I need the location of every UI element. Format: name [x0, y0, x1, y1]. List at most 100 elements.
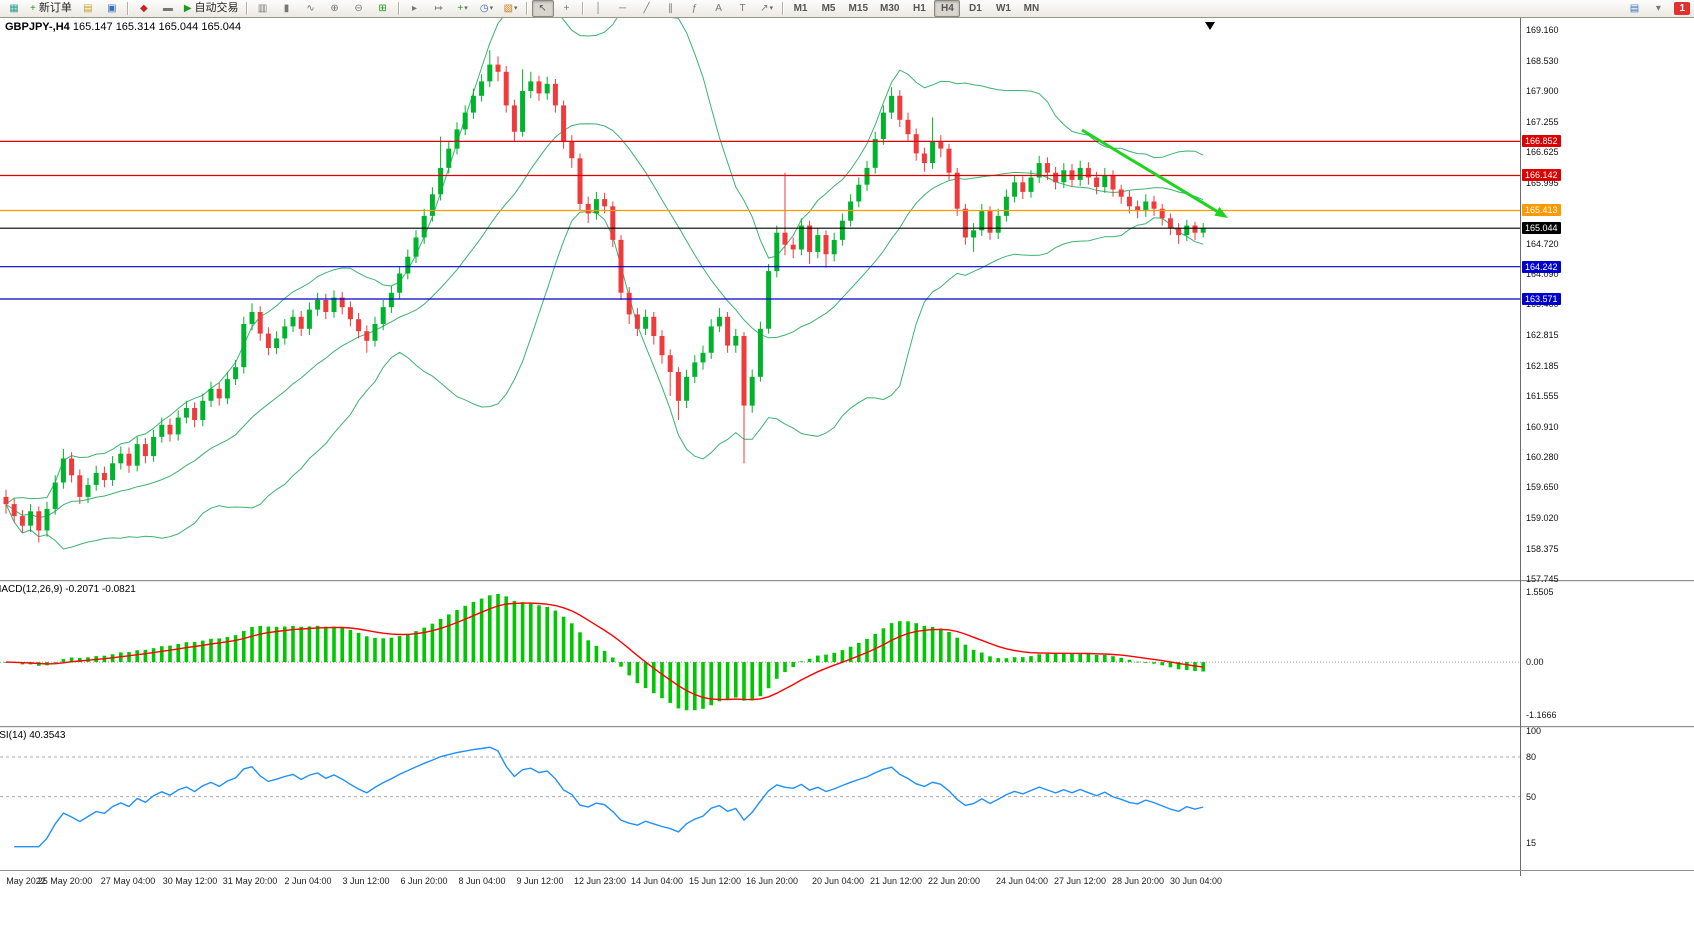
rsi-scale-tick: 15 — [1526, 838, 1537, 848]
price-tick: 167.255 — [1526, 117, 1559, 127]
timeframe-h1[interactable]: H1 — [913, 3, 926, 14]
new-chart-icon[interactable]: ▦ — [9, 3, 19, 14]
timeframe-mn[interactable]: MN — [1023, 3, 1040, 14]
market-watch-icon[interactable]: ◆ — [139, 3, 148, 14]
templates-button[interactable]: ▧ ▾ — [500, 0, 522, 17]
time-axis-label: 20 Jun 04:00 — [811, 876, 865, 886]
price-tick: 162.815 — [1526, 330, 1559, 340]
macd-name: MACD(12,26,9) — [0, 584, 63, 595]
price-tick: 159.020 — [1526, 513, 1559, 523]
time-axis-label: 31 May 20:00 — [222, 876, 278, 886]
price-tick: 169.160 — [1526, 25, 1559, 35]
time-axis-label: 27 May 04:00 — [100, 876, 156, 886]
new-order-button[interactable]: + 新订单 — [27, 0, 75, 17]
price-tick: 160.280 — [1526, 452, 1559, 462]
label-tool-icon[interactable]: T — [739, 3, 746, 14]
rsi-pane-canvas[interactable] — [0, 728, 1520, 852]
scroll-marker-icon[interactable] — [1205, 22, 1215, 30]
plus-icon: + — [30, 3, 36, 14]
arrows-icon: ↗ — [760, 3, 769, 14]
add-indicator-icon: + — [457, 3, 464, 14]
time-axis-label: 15 Jun 12:00 — [688, 876, 742, 886]
dropdown-caret-icon: ▾ — [489, 5, 494, 12]
rsi-scale-tick: 80 — [1526, 752, 1537, 762]
toolbar-separator — [781, 2, 784, 15]
price-tick: 159.650 — [1526, 482, 1559, 492]
macd-signal-value: -0.0821 — [101, 584, 136, 595]
terminal-icon[interactable]: ▬ — [162, 3, 173, 14]
dropdown-caret-icon: ▾ — [769, 5, 773, 12]
time-axis-label: 8 Jun 04:00 — [458, 876, 506, 886]
arrows-tool-button[interactable]: ↗ ▾ — [756, 0, 778, 17]
channel-icon[interactable]: ∥ — [668, 3, 674, 14]
time-axis-label: 12 Jun 23:00 — [573, 876, 627, 886]
price-tag-165.044: 165.044 — [1522, 222, 1561, 234]
panel-toggle-icon[interactable]: ▤ — [1629, 3, 1640, 14]
horizontal-line-icon[interactable]: ─ — [619, 3, 627, 14]
ohlc-values: 165.147 165.314 165.044 165.044 — [72, 21, 242, 33]
trendline-icon[interactable]: ╱ — [643, 3, 650, 14]
timeframe-m1[interactable]: M1 — [793, 3, 808, 14]
time-axis[interactable]: May 2022 25 May 20:00 27 May 04:00 30 May 1… — [0, 870, 1694, 895]
macd-pane-canvas[interactable] — [0, 582, 1520, 726]
price-tick: 168.530 — [1526, 56, 1559, 66]
autotrading-label: 自动交易 — [194, 2, 239, 14]
fibonacci-icon[interactable]: ƒ — [691, 3, 698, 14]
new-order-label: 新订单 — [38, 2, 72, 14]
time-axis-label: 6 Jun 20:00 — [400, 876, 448, 886]
vertical-line-icon[interactable]: │ — [595, 3, 602, 14]
dropdown-caret-icon: ▾ — [464, 5, 468, 12]
pane-separator[interactable] — [0, 580, 1694, 582]
autotrading-button[interactable]: ▶ 自动交易 — [181, 0, 242, 17]
clock-icon: ◷ — [479, 3, 489, 14]
time-axis-label: 27 Jun 12:00 — [1053, 876, 1107, 886]
periods-button[interactable]: ◷ ▾ — [476, 0, 498, 17]
timeframe-w1[interactable]: W1 — [995, 3, 1011, 14]
auto-scroll-icon[interactable]: ▸ — [412, 3, 418, 14]
bar-chart-icon[interactable]: ▥ — [257, 3, 268, 14]
line-chart-icon[interactable]: ∿ — [306, 3, 315, 14]
text-tool-icon[interactable]: A — [715, 3, 722, 14]
profiles-icon[interactable]: ▤ — [83, 3, 93, 14]
data-window-icon[interactable]: ▣ — [107, 3, 117, 14]
price-tick: 160.910 — [1526, 422, 1559, 432]
time-axis-label: 28 Jun 20:00 — [1111, 876, 1165, 886]
zoom-in-icon[interactable]: ⊕ — [330, 3, 339, 14]
price-tag-164.242: 164.242 — [1522, 261, 1561, 273]
time-axis-label: 21 Jun 12:00 — [869, 876, 923, 886]
rsi-scale-tick: 100 — [1526, 726, 1542, 736]
price-tick: 164.090 — [1526, 269, 1559, 279]
timeframe-m5[interactable]: M5 — [821, 3, 836, 14]
candles-layer[interactable] — [3, 50, 1206, 543]
chart-shift-icon[interactable]: ↦ — [434, 3, 443, 14]
timeframe-m15[interactable]: M15 — [848, 3, 868, 14]
timeframe-m30[interactable]: M30 — [880, 3, 900, 14]
tile-windows-icon[interactable]: ⊞ — [378, 3, 387, 14]
price-scale[interactable]: 169.160 168.530 167.900 167.255 166.625 165.9… — [1520, 18, 1694, 876]
cursor-icon[interactable]: ↖ — [531, 0, 554, 17]
crosshair-icon[interactable]: + — [563, 3, 570, 14]
bollinger-upper-band — [5, 18, 1204, 505]
timeframe-d1[interactable]: D1 — [969, 3, 982, 14]
candlestick-chart-icon[interactable]: ▮ — [283, 3, 290, 14]
main-chart-canvas[interactable] — [0, 18, 1520, 580]
price-tag-163.571: 163.571 — [1522, 293, 1561, 305]
notification-badge[interactable]: 1 — [1674, 2, 1690, 15]
macd-scale-tick: 0.00 — [1526, 657, 1544, 667]
toolbar-separator — [525, 2, 528, 15]
expand-icon[interactable]: ▾ — [1655, 3, 1661, 14]
macd-label: MACD(12,26,9) -0.2071 -0.0821 — [0, 584, 136, 595]
indicators-button[interactable]: + ▾ — [452, 0, 474, 17]
main-toolbar: ▦ + 新订单 ▤ ▣ ◆ ▬ ▶ 自动交易 ▥ ▮ ∿ ⊕ ⊖ ⊞ ▸ ↦ + ▾ … — [0, 0, 1694, 18]
toolbar-separator — [126, 2, 129, 15]
timeframe-h4[interactable]: H4 — [934, 0, 961, 17]
time-axis-label: 14 Jun 04:00 — [630, 876, 684, 886]
trend-arrow-head — [1214, 207, 1228, 218]
trend-arrow-line[interactable] — [1081, 128, 1218, 213]
symbol-title: GBPJPY-,H4 — [5, 21, 70, 33]
time-axis-label: 3 Jun 12:00 — [342, 876, 390, 886]
bollinger-middle-band — [5, 123, 1204, 519]
time-axis-label: 22 Jun 20:00 — [927, 876, 981, 886]
pane-separator[interactable] — [0, 726, 1694, 728]
zoom-out-icon[interactable]: ⊖ — [354, 3, 363, 14]
